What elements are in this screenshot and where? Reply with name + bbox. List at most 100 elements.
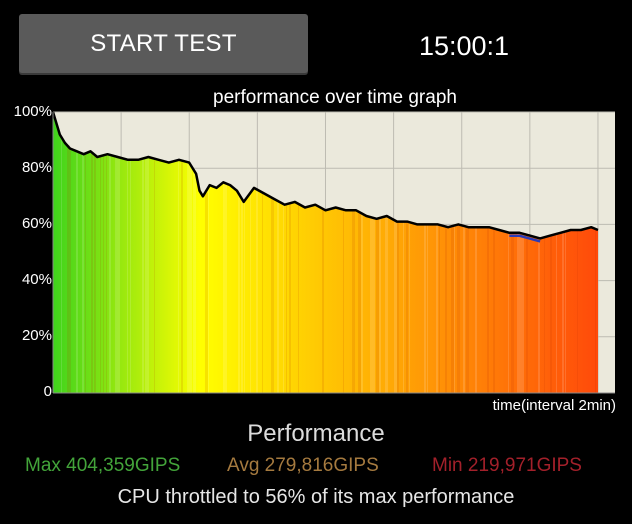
- area-stripe: [493, 228, 495, 393]
- performance-area-fill: [53, 112, 598, 393]
- area-stripe: [190, 163, 192, 393]
- y-tick-label: 0: [43, 383, 52, 400]
- area-stripe: [277, 200, 279, 393]
- area-stripe: [523, 233, 524, 393]
- area-stripe: [511, 232, 514, 393]
- area-stripe: [373, 217, 375, 393]
- area-stripe: [109, 154, 111, 393]
- area-stripe: [550, 235, 552, 393]
- performance-title: Performance: [247, 420, 385, 447]
- avg-performance: Avg 279,816GIPS: [227, 455, 379, 476]
- area-stripe: [451, 226, 454, 393]
- area-stripe: [178, 160, 179, 393]
- area-stripe: [208, 187, 209, 393]
- x-axis-label: time(interval 2min): [492, 397, 616, 414]
- performance-graph: [51, 111, 615, 394]
- area-stripe: [127, 159, 128, 393]
- area-stripe: [244, 201, 245, 393]
- area-stripe: [508, 232, 509, 393]
- area-stripe: [82, 153, 84, 393]
- area-stripe: [454, 225, 455, 393]
- area-stripe: [70, 148, 71, 393]
- area-stripe: [103, 155, 104, 393]
- performance-stats: Max 404,359GIPS Avg 279,816GIPS Min 219,…: [0, 455, 632, 483]
- area-stripe: [262, 192, 263, 393]
- area-stripes: [61, 136, 596, 393]
- area-stripe: [595, 228, 596, 393]
- y-tick-label: 20%: [21, 327, 52, 344]
- area-stripe: [394, 219, 397, 393]
- area-stripe: [397, 221, 399, 393]
- area-stripe: [343, 209, 344, 393]
- area-stripe: [100, 156, 101, 393]
- area-stripe: [403, 221, 404, 393]
- area-stripe: [487, 227, 489, 393]
- area-stripe: [544, 237, 545, 393]
- area-stripe: [283, 203, 284, 393]
- area-stripe: [445, 226, 447, 393]
- area-stripe: [148, 157, 149, 393]
- y-tick-label: 100%: [13, 103, 52, 120]
- area-stripe: [142, 158, 144, 393]
- area-stripe: [457, 224, 460, 393]
- area-stripe: [67, 145, 70, 393]
- area-stripe: [538, 237, 540, 393]
- area-stripe: [298, 203, 299, 393]
- area-stripe: [436, 224, 438, 393]
- area-stripe: [424, 224, 426, 393]
- area-stripe: [130, 159, 131, 393]
- area-stripe: [76, 150, 78, 393]
- area-stripe: [115, 156, 118, 393]
- area-stripe: [517, 232, 520, 393]
- area-stripe: [289, 203, 291, 393]
- area-stripe: [577, 230, 578, 393]
- start-test-button[interactable]: START TEST: [19, 14, 308, 73]
- area-stripe: [322, 208, 324, 393]
- area-stripe: [91, 151, 93, 393]
- area-stripe: [385, 216, 388, 393]
- area-stripe: [379, 218, 381, 393]
- max-performance: Max 404,359GIPS: [25, 455, 181, 476]
- area-stripe: [475, 227, 477, 393]
- area-stripe: [286, 204, 287, 393]
- area-stripe: [358, 211, 361, 393]
- area-stripe: [187, 161, 190, 393]
- area-stripe: [238, 192, 240, 393]
- area-stripe: [85, 153, 86, 393]
- area-stripe: [556, 234, 557, 393]
- area-stripe: [361, 213, 363, 393]
- area-stripe: [376, 218, 379, 393]
- area-stripe: [565, 231, 566, 393]
- area-stripe: [250, 193, 251, 393]
- y-tick-label: 40%: [21, 271, 52, 288]
- y-tick-label: 80%: [21, 159, 52, 176]
- y-tick-label: 60%: [21, 215, 52, 232]
- area-stripe: [370, 216, 373, 393]
- area-stripe: [106, 154, 107, 393]
- throttle-message: CPU throttled to 56% of its max performa…: [117, 486, 515, 508]
- chart-title: performance over time graph: [213, 87, 457, 108]
- area-stripe: [226, 183, 227, 393]
- area-stripe: [466, 226, 469, 393]
- area-stripe: [61, 136, 62, 393]
- area-stripe: [256, 188, 258, 393]
- area-stripe: [352, 210, 355, 393]
- performance-line-highlight: [509, 234, 541, 243]
- area-stripe: [223, 182, 226, 393]
- area-stripe: [118, 157, 120, 393]
- test-timer: 15:00:1: [418, 31, 510, 61]
- area-stripe: [526, 234, 528, 393]
- area-stripe: [409, 222, 410, 393]
- area-stripe: [271, 197, 274, 393]
- area-stripe: [241, 197, 243, 393]
- area-stripe: [181, 160, 183, 393]
- area-stripe: [427, 224, 428, 393]
- area-stripe: [406, 221, 408, 393]
- area-stripe: [145, 157, 148, 393]
- area-stripe: [520, 232, 523, 393]
- performance-line: [51, 111, 599, 240]
- area-stripe: [439, 224, 440, 393]
- area-stripe: [154, 158, 155, 393]
- area-stripe: [562, 232, 564, 393]
- min-performance: Min 219,971GIPS: [432, 455, 582, 476]
